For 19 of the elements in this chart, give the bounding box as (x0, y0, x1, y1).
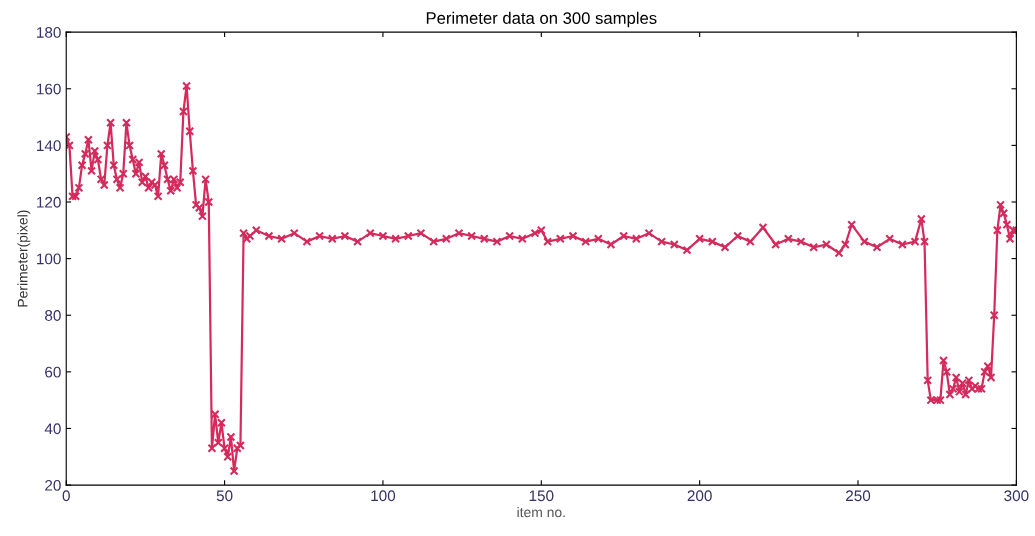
y-tick-label: 80 (45, 310, 61, 321)
y-tick-label: 180 (37, 27, 61, 38)
y-tick-label: 40 (44, 423, 61, 435)
x-tick-label: 150 (529, 490, 554, 502)
y-tick-label: 100 (37, 253, 61, 265)
x-tick-label: 200 (687, 490, 712, 502)
x-tick-label: 0 (62, 490, 70, 502)
y-tick-label: 160 (37, 83, 61, 95)
y-tick-label: 140 (37, 140, 61, 152)
x-tick-label: 50 (216, 490, 233, 502)
chart-title: Perimeter data on 300 samples (426, 11, 657, 28)
y-tick-label: 120 (37, 196, 61, 208)
x-tick-label: 250 (846, 490, 871, 502)
x-tick-label: 300 (1004, 490, 1029, 502)
x-axis-title: item no. (517, 506, 565, 518)
y-tick-label: 20 (45, 479, 61, 491)
y-axis-title: Perimeter(pixel) (17, 210, 31, 307)
x-tick-label: 100 (371, 490, 396, 502)
y-tick-label: 60 (45, 366, 61, 378)
